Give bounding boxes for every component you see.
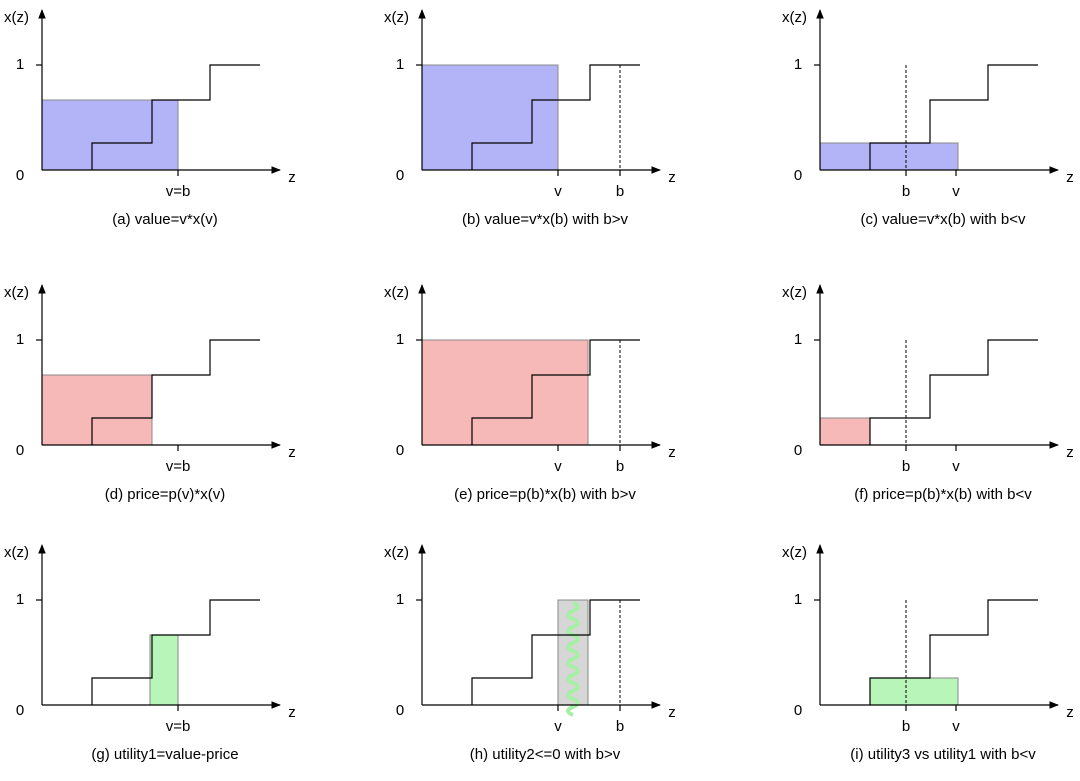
y-label-one: 1 bbox=[396, 331, 404, 348]
x-label: v=b bbox=[166, 183, 191, 200]
y-label-zero: 0 bbox=[396, 702, 404, 719]
step-function bbox=[869, 599, 1038, 705]
caption: (f) price=p(b)*x(b) with b<v bbox=[854, 486, 1032, 503]
x-axis-label: z bbox=[668, 704, 676, 721]
step-function bbox=[91, 339, 260, 445]
x-label: v=b bbox=[166, 458, 191, 475]
panel: x(z) 1 0 z b v (i) utility3 vs utility1 with b… bbox=[782, 544, 1074, 763]
x-label: v bbox=[952, 183, 960, 200]
shaded-area bbox=[869, 677, 959, 706]
x-label: v=b bbox=[166, 718, 191, 735]
shaded-area bbox=[421, 64, 559, 171]
y-label-zero: 0 bbox=[16, 167, 24, 184]
y-axis-label: x(z) bbox=[782, 284, 807, 301]
x-axis-label: z bbox=[1066, 704, 1074, 721]
caption: (d) price=p(v)*x(v) bbox=[105, 486, 225, 503]
y-label-one: 1 bbox=[16, 331, 24, 348]
y-label-zero: 0 bbox=[396, 167, 404, 184]
y-label-one: 1 bbox=[16, 56, 24, 73]
shaded-area bbox=[819, 142, 959, 171]
y-axis-label: x(z) bbox=[782, 9, 807, 26]
step-function bbox=[869, 339, 1038, 445]
caption: (b) value=v*x(b) with b>v bbox=[462, 211, 628, 228]
x-axis-label: z bbox=[668, 444, 676, 461]
step-function bbox=[471, 599, 640, 705]
step-function bbox=[471, 64, 640, 170]
y-axis-label: x(z) bbox=[4, 544, 29, 561]
y-label-zero: 0 bbox=[396, 442, 404, 459]
panel: x(z) 1 0 z v=b (g) utility1=value-price bbox=[4, 544, 296, 763]
x-label: b bbox=[616, 183, 624, 200]
y-axis-label: x(z) bbox=[384, 284, 409, 301]
x-label: b bbox=[616, 458, 624, 475]
panel: x(z) 1 0 z v=b (d) price=p(v)*x(v) bbox=[4, 284, 296, 503]
y-label-one: 1 bbox=[794, 591, 802, 608]
y-label-one: 1 bbox=[16, 591, 24, 608]
caption: (a) value=v*x(v) bbox=[112, 211, 217, 228]
step-function bbox=[91, 599, 260, 705]
x-axis-label: z bbox=[288, 444, 296, 461]
x-axis-label: z bbox=[288, 704, 296, 721]
panel: x(z) 1 0 z b v (c) value=v*x(b) with b<v bbox=[782, 9, 1074, 228]
caption: (e) price=p(b)*x(b) with b>v bbox=[454, 486, 636, 503]
x-label: v bbox=[952, 718, 960, 735]
y-axis-label: x(z) bbox=[782, 544, 807, 561]
x-axis-label: z bbox=[288, 169, 296, 186]
y-axis-label: x(z) bbox=[384, 9, 409, 26]
x-label: v bbox=[554, 718, 562, 735]
y-label-one: 1 bbox=[396, 56, 404, 73]
x-label: b bbox=[616, 718, 624, 735]
y-label-one: 1 bbox=[396, 591, 404, 608]
x-axis-label: z bbox=[1066, 444, 1074, 461]
shaded-area bbox=[41, 99, 179, 171]
panel: x(z) 1 0 z v b (b) value=v*x(b) with b>v bbox=[384, 9, 676, 228]
y-axis-label: x(z) bbox=[4, 284, 29, 301]
panel: x(z) 1 0 z v=b (a) value=v*x(v) bbox=[4, 9, 296, 228]
y-label-zero: 0 bbox=[794, 442, 802, 459]
panel: x(z) 1 0 z v b (e) price=p(b)*x(b) with b>v bbox=[384, 284, 676, 503]
y-label-zero: 0 bbox=[794, 167, 802, 184]
shaded-area bbox=[819, 417, 871, 446]
panel: x(z) 1 0 z v b (h) utility2<=0 with b>v bbox=[384, 544, 676, 763]
y-label-one: 1 bbox=[794, 331, 802, 348]
x-label: b bbox=[902, 183, 910, 200]
panel: x(z) 1 0 z b v (f) price=p(b)*x(b) with b<v bbox=[782, 284, 1074, 503]
shaded-area bbox=[41, 374, 153, 446]
x-axis-label: z bbox=[668, 169, 676, 186]
x-label: b bbox=[902, 458, 910, 475]
step-function bbox=[869, 64, 1038, 170]
squiggle bbox=[566, 601, 580, 717]
y-label-zero: 0 bbox=[794, 702, 802, 719]
caption: (c) value=v*x(b) with b<v bbox=[860, 211, 1026, 228]
y-label-one: 1 bbox=[794, 56, 802, 73]
y-label-zero: 0 bbox=[16, 702, 24, 719]
y-label-zero: 0 bbox=[16, 442, 24, 459]
x-label: v bbox=[952, 458, 960, 475]
caption: (h) utility2<=0 with b>v bbox=[470, 746, 621, 763]
caption: (i) utility3 vs utility1 with b<v bbox=[850, 746, 1036, 763]
y-axis-label: x(z) bbox=[384, 544, 409, 561]
x-label: b bbox=[902, 718, 910, 735]
shaded-area bbox=[149, 634, 179, 706]
x-label: v bbox=[554, 183, 562, 200]
y-axis-label: x(z) bbox=[4, 9, 29, 26]
step-function bbox=[471, 339, 640, 445]
shaded-area bbox=[421, 339, 589, 446]
caption: (g) utility1=value-price bbox=[91, 746, 238, 763]
step-function bbox=[91, 64, 260, 170]
x-label: v bbox=[554, 458, 562, 475]
x-axis-label: z bbox=[1066, 169, 1074, 186]
